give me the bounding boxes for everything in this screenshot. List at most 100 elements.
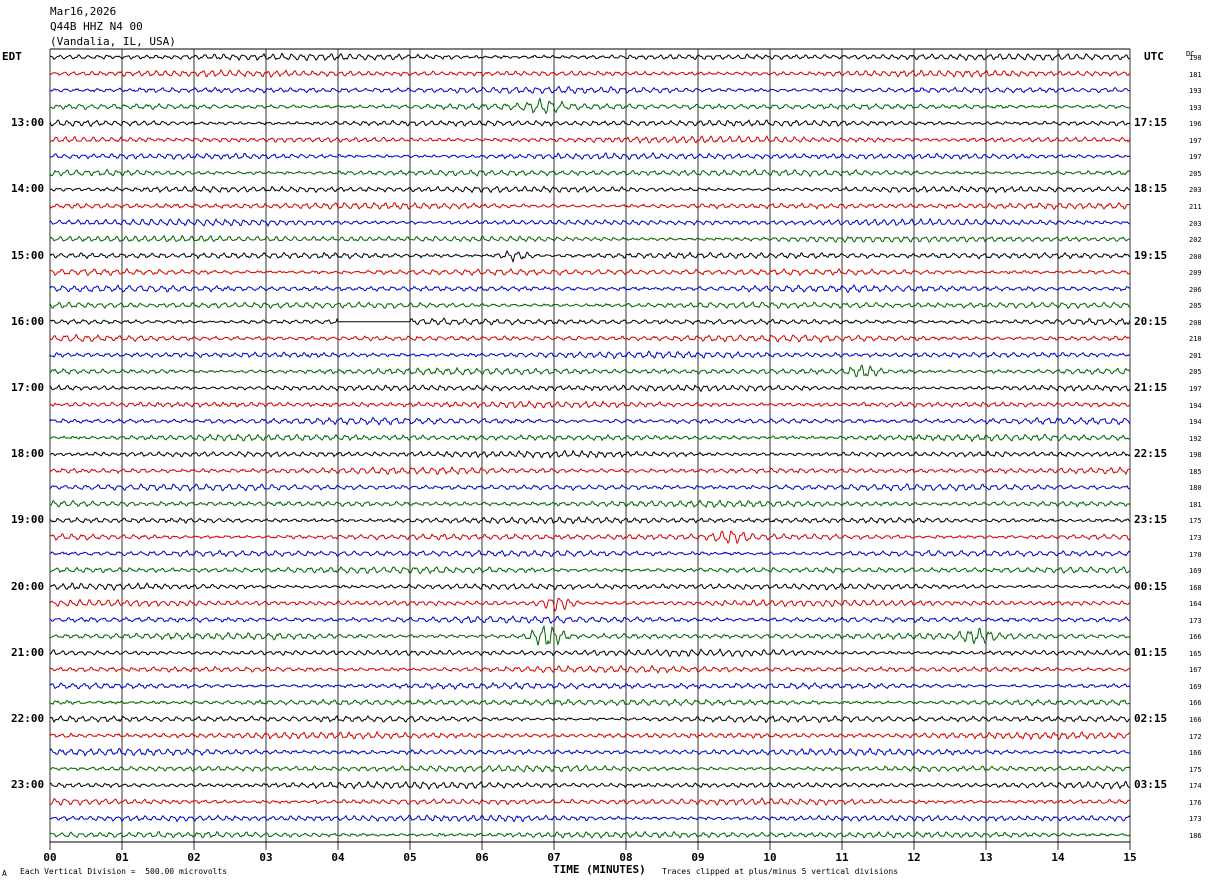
left-hour-label: 13:00 bbox=[11, 116, 45, 130]
dc-offset-value: 208 bbox=[1189, 318, 1202, 327]
right-hour-label: 20:15 bbox=[1134, 314, 1168, 328]
seismic-trace-32 bbox=[49, 582, 1131, 592]
dc-offset-value: 166 bbox=[1189, 749, 1202, 758]
dc-offset-value: 169 bbox=[1189, 682, 1202, 691]
dc-offset-value: 186 bbox=[1189, 831, 1202, 840]
dc-offset-value: 172 bbox=[1189, 732, 1202, 741]
dc-offset-value: 211 bbox=[1189, 202, 1202, 211]
right-hour-label: 21:15 bbox=[1134, 381, 1168, 394]
seismic-trace-25 bbox=[49, 465, 1131, 476]
right-hour-label: 03:15 bbox=[1134, 778, 1168, 792]
dc-offset-value: 198 bbox=[1189, 451, 1202, 460]
dc-offset-value: 210 bbox=[1189, 335, 1202, 344]
dc-offset-value: 185 bbox=[1189, 467, 1202, 476]
dc-offset-value: 205 bbox=[1189, 302, 1202, 311]
right-hour-label: 17:15 bbox=[1134, 116, 1168, 130]
seismic-trace-0 bbox=[49, 52, 1131, 62]
dc-offset-value: 173 bbox=[1189, 533, 1202, 542]
dc-offset-value: 205 bbox=[1189, 368, 1202, 377]
right-hour-label: 02:15 bbox=[1134, 712, 1168, 725]
right-hour-label: 00:15 bbox=[1134, 579, 1168, 593]
dc-offset-value: 203 bbox=[1189, 219, 1202, 228]
dc-offset-value: 170 bbox=[1189, 550, 1202, 559]
seismic-trace-1 bbox=[49, 68, 1131, 78]
location-label: (Vandalia, IL, USA) bbox=[50, 35, 176, 48]
left-hour-label: 14:00 bbox=[11, 182, 45, 196]
dc-offset-value: 175 bbox=[1189, 517, 1202, 526]
dc-offset-value: 165 bbox=[1189, 649, 1202, 658]
x-axis-title: TIME (MINUTES) bbox=[553, 863, 646, 876]
seismic-trace-35 bbox=[49, 624, 1131, 647]
minute-grid bbox=[49, 49, 1131, 850]
x-tick-label: 11 bbox=[835, 851, 849, 864]
seismic-trace-19 bbox=[49, 363, 1131, 378]
dc-offset-value: 168 bbox=[1189, 583, 1202, 592]
seismic-trace-38 bbox=[49, 681, 1131, 691]
dc-offset-value: 197 bbox=[1189, 153, 1202, 162]
x-tick-label: 05 bbox=[403, 851, 417, 864]
seismic-trace-9 bbox=[49, 201, 1130, 211]
dc-offset-value: 174 bbox=[1189, 782, 1202, 791]
seismic-trace-4 bbox=[49, 119, 1131, 128]
right-hour-label: 19:15 bbox=[1134, 248, 1168, 262]
seismic-trace-2 bbox=[49, 85, 1131, 95]
dc-offset-value: 166 bbox=[1189, 699, 1202, 708]
seismic-trace-43 bbox=[49, 764, 1131, 773]
dc-offset-value: 173 bbox=[1189, 815, 1202, 824]
seismic-trace-7 bbox=[49, 168, 1131, 178]
right-hour-label: 18:15 bbox=[1134, 182, 1168, 196]
seismic-trace-27 bbox=[49, 499, 1131, 509]
right-hour-label: 22:15 bbox=[1134, 447, 1168, 461]
dc-offset-value: 164 bbox=[1189, 600, 1202, 609]
left-hour-label: 21:00 bbox=[11, 645, 45, 659]
dc-offset-value: 205 bbox=[1189, 169, 1202, 178]
seismic-trace-44 bbox=[49, 780, 1131, 791]
scale-note: Each Vertical Division = 500.00 microvol… bbox=[20, 867, 228, 876]
dc-offset-value: 176 bbox=[1189, 798, 1202, 807]
date-label: Mar16,2026 bbox=[50, 5, 117, 18]
x-tick-label: 08 bbox=[619, 851, 633, 864]
seismic-trace-10 bbox=[49, 217, 1131, 227]
dc-offset-value: 181 bbox=[1189, 500, 1202, 509]
x-tick-label: 01 bbox=[115, 851, 129, 864]
x-tick-label: 14 bbox=[1051, 851, 1065, 864]
dc-offset-value: 175 bbox=[1189, 765, 1202, 774]
x-tick-label: 02 bbox=[187, 851, 201, 864]
seismic-trace-18 bbox=[49, 350, 1130, 359]
right-hour-label: 23:15 bbox=[1134, 513, 1168, 527]
seismic-trace-39 bbox=[49, 698, 1131, 707]
x-tick-label: 13 bbox=[979, 851, 993, 864]
seismic-trace-15 bbox=[49, 301, 1131, 310]
trace-layer bbox=[49, 52, 1131, 839]
dc-offset-value: 201 bbox=[1189, 351, 1202, 360]
dc-offset-value: 198 bbox=[1189, 54, 1202, 62]
left-hour-label: 23:00 bbox=[11, 778, 45, 792]
seismic-trace-12 bbox=[49, 249, 1131, 264]
seismic-trace-23 bbox=[49, 433, 1131, 443]
dc-offset-value: 203 bbox=[1189, 186, 1202, 195]
dc-offset-value: 200 bbox=[1189, 252, 1202, 261]
dc-offset-value: 169 bbox=[1189, 567, 1202, 576]
left-timezone-label: EDT bbox=[2, 50, 22, 63]
seismic-trace-40 bbox=[49, 715, 1131, 724]
seismic-trace-3 bbox=[49, 96, 1131, 115]
dc-offset-value: 192 bbox=[1189, 434, 1202, 443]
station-label: Q44B HHZ N4 00 bbox=[50, 20, 143, 33]
x-tick-label: 00 bbox=[43, 851, 57, 864]
x-tick-label: 07 bbox=[547, 851, 561, 864]
seismic-trace-16 bbox=[49, 317, 1131, 326]
left-hour-label: 18:00 bbox=[11, 447, 45, 461]
dc-offset-value: 206 bbox=[1189, 285, 1202, 294]
dc-offset-value: 197 bbox=[1189, 385, 1202, 393]
seismic-trace-34 bbox=[49, 615, 1131, 624]
seismic-trace-30 bbox=[49, 549, 1131, 558]
dc-header: DC bbox=[1186, 50, 1195, 58]
dc-offset-value: 173 bbox=[1189, 616, 1202, 625]
seismic-trace-22 bbox=[49, 416, 1131, 426]
seismic-trace-5 bbox=[49, 135, 1131, 145]
left-hour-label: 19:00 bbox=[11, 513, 45, 527]
x-tick-label: 03 bbox=[259, 851, 273, 864]
x-tick-label: 10 bbox=[763, 851, 777, 864]
dc-offset-value: 181 bbox=[1189, 70, 1202, 79]
